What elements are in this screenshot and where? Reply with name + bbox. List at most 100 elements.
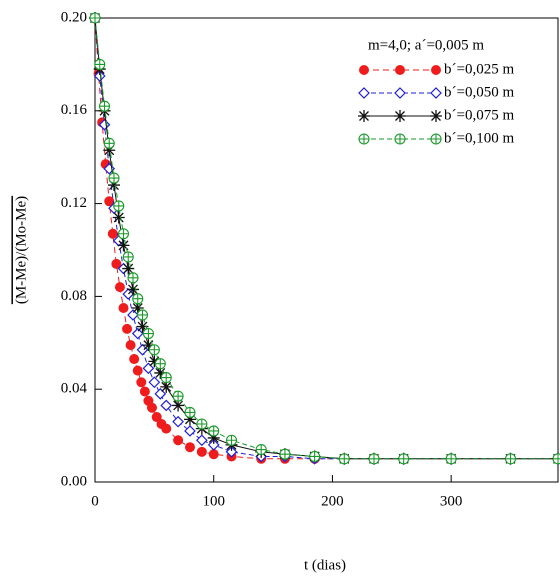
marker [136,309,149,321]
legend-marker [394,133,406,145]
legend-marker [431,65,441,75]
marker [173,435,184,446]
marker [207,431,220,444]
x-tick-label: 100 [202,493,225,509]
marker [142,328,154,339]
legend-marker [358,110,370,122]
legend-marker [430,110,442,122]
marker [142,339,155,352]
marker [398,453,410,465]
legend-entry: b´=0,050 m [358,84,514,100]
legend-marker [430,133,442,145]
marker [108,172,120,184]
marker [125,340,136,351]
legend-label: b´=0,050 m [444,84,514,100]
marker [148,376,161,389]
marker [103,144,116,157]
marker [160,399,173,412]
marker [117,239,130,252]
marker [111,258,122,269]
marker [136,343,149,356]
marker [132,293,144,305]
marker [172,399,185,412]
marker [118,303,129,313]
marker [184,425,196,437]
marker [127,309,139,321]
marker [255,444,267,455]
marker [184,406,196,418]
marker [107,228,118,239]
y-tick-label: 0.20 [61,9,87,25]
marker [122,262,135,275]
marker [184,442,195,453]
x-tick-label: 300 [440,493,463,509]
y-tick-label: 0.00 [61,473,87,489]
marker [552,453,560,465]
marker [154,358,166,370]
legend-title: m=4,0; a´=0,005 m [368,37,484,53]
legend-marker [430,87,442,99]
legend-marker [358,87,370,99]
marker [142,362,155,375]
marker [195,434,208,447]
marker [160,380,173,393]
marker [131,327,144,340]
legend-marker [395,65,405,75]
marker [136,320,149,333]
marker [146,402,157,413]
x-tick-label: 0 [91,493,99,509]
x-axis-label: t (dias) [304,557,346,573]
marker [208,449,219,460]
marker [172,390,184,402]
y-tick-label: 0.16 [61,102,88,118]
marker [126,283,139,296]
legend-label: b´=0,075 m [444,107,514,123]
y-tick-label: 0.12 [61,195,87,211]
marker [368,453,380,465]
marker [225,445,238,458]
marker [129,354,140,365]
y-axis-label: (M-Me)/(Mo-Me) [13,196,29,304]
marker [132,365,143,376]
marker [160,372,172,384]
marker [208,425,220,437]
marker [122,323,133,334]
y-tick-label: 0.08 [61,288,87,304]
marker [104,196,115,207]
marker [112,211,125,224]
marker [148,344,160,356]
marker [148,355,161,368]
marker [309,451,321,462]
marker [113,200,125,212]
legend-marker [358,133,370,145]
x-tick-label: 200 [321,493,344,509]
legend-marker [359,65,369,75]
marker [94,58,106,70]
legend-label: b´=0,025 m [444,61,514,77]
marker [196,418,208,430]
marker [131,302,144,314]
y-tick-label: 0.04 [61,381,88,397]
legend-label: b´=0,100 m [444,130,514,146]
legend-entry: b´=0,100 m [358,130,514,146]
marker [127,272,139,284]
marker [183,413,196,426]
marker [504,453,517,465]
marker [89,12,101,24]
marker [114,282,125,293]
marker [225,434,238,446]
legend-marker [394,87,406,99]
marker [338,453,350,465]
legend-entry: b´=0,075 m [358,107,514,123]
marker [279,448,291,460]
marker [139,386,150,397]
marker [161,423,172,434]
marker [103,137,115,149]
marker [154,387,167,400]
legend-entry: b´=0,025 m [359,61,514,77]
marker [445,453,457,465]
plot-frame [94,17,559,483]
legend-marker [394,110,406,122]
marker [107,179,120,192]
